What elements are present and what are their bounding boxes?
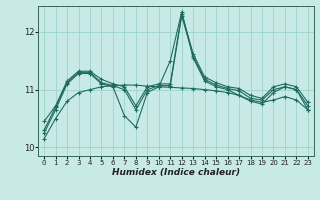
- X-axis label: Humidex (Indice chaleur): Humidex (Indice chaleur): [112, 168, 240, 177]
